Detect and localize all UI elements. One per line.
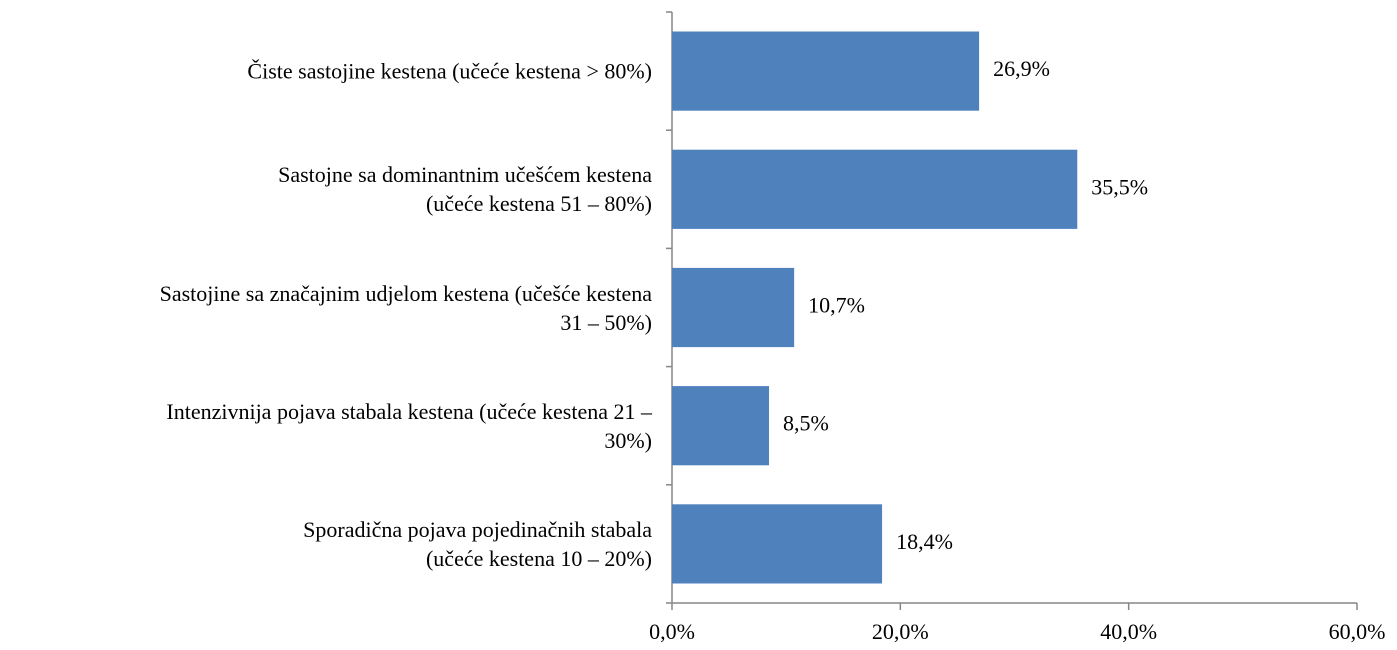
- value-label: 8,5%: [783, 411, 829, 436]
- y-tick-label: Intenzivnija pojava stabala kestena (uče…: [166, 398, 652, 453]
- bar: [672, 386, 770, 466]
- value-label: 18,4%: [896, 529, 953, 554]
- bar: [672, 504, 883, 584]
- y-tick-label: Sastojne sa dominantnim učešćem kestena …: [278, 162, 652, 217]
- x-tick-label: 40,0%: [1100, 619, 1157, 644]
- x-tick-label: 60,0%: [1329, 619, 1386, 644]
- value-label: 26,9%: [993, 56, 1050, 81]
- x-tick-label: 0,0%: [649, 619, 695, 644]
- y-tick-label: Sastojine sa značajnim udjelom kestena (…: [159, 280, 652, 335]
- bar: [672, 149, 1078, 229]
- value-label: 10,7%: [808, 293, 865, 318]
- y-tick-label: Sporadična pojava pojedinačnih stabala (…: [303, 516, 652, 571]
- value-label: 35,5%: [1091, 174, 1148, 199]
- bar: [672, 31, 980, 111]
- bar: [672, 267, 795, 348]
- x-tick-label: 20,0%: [872, 619, 929, 644]
- y-tick-label: Čiste sastojine kestena (učeće kestena >…: [247, 58, 652, 84]
